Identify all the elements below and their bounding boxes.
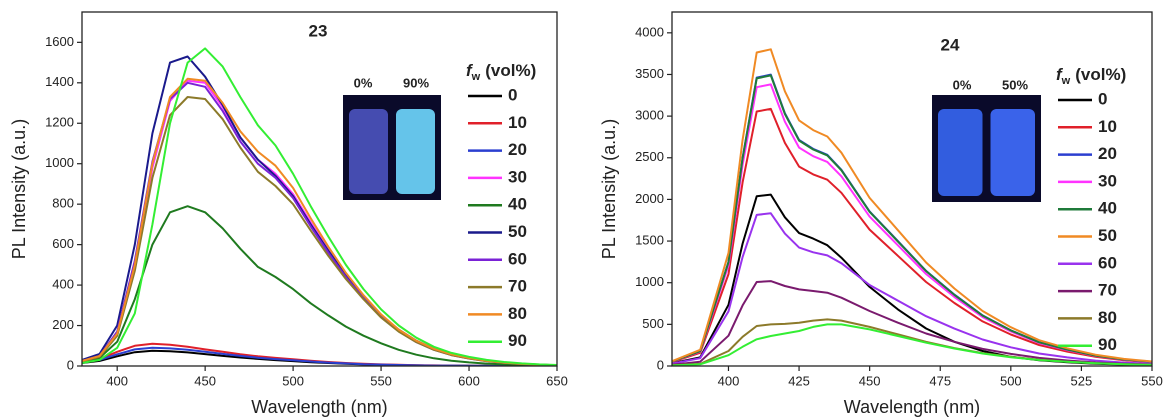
plot-area <box>672 48 1152 366</box>
y-axis-label: PL Intensity (a.u.) <box>599 119 619 259</box>
inset-label: 50% <box>1002 77 1028 92</box>
legend-label: 60 <box>508 249 527 268</box>
vial-right <box>990 109 1035 196</box>
legend-label: 80 <box>1098 308 1117 327</box>
x-tick-label: 500 <box>282 373 304 388</box>
legend-unit: (vol%) <box>1075 65 1126 84</box>
x-tick-label: 550 <box>1141 373 1163 388</box>
y-tick-label: 2000 <box>635 191 664 206</box>
y-tick-label: 600 <box>52 236 74 251</box>
inset-label: 0% <box>354 75 373 90</box>
legend-label: 30 <box>1098 171 1117 190</box>
x-axis-label: Wavelength (nm) <box>251 397 387 417</box>
legend-label: 60 <box>1098 253 1117 272</box>
plot-frame <box>81 11 558 367</box>
plot-frame <box>671 11 1153 367</box>
legend-subscript: w <box>1061 75 1071 87</box>
y-tick-label: 4000 <box>635 24 664 39</box>
series-line <box>672 323 1152 366</box>
y-tick-label: 1000 <box>45 155 74 170</box>
x-tick-label: 525 <box>1071 373 1093 388</box>
x-tick-label: 500 <box>1000 373 1022 388</box>
chart-panel: 400 425 450 475 500 525 5500500100015002000250… <box>599 11 1163 417</box>
y-axis-label: PL Intensity (a.u.) <box>9 119 29 259</box>
legend-label: 80 <box>508 304 527 323</box>
inset-label: 90% <box>403 75 429 90</box>
y-tick-label: 1400 <box>45 74 74 89</box>
chart-title: 24 <box>941 35 960 54</box>
series-line <box>672 280 1152 366</box>
vial-right <box>396 109 435 194</box>
x-tick-label: 550 <box>370 373 392 388</box>
vial-left <box>938 109 983 196</box>
series-line <box>672 212 1152 365</box>
vial-left <box>349 109 388 194</box>
y-tick-label: 800 <box>52 196 74 211</box>
x-tick-label: 475 <box>929 373 951 388</box>
x-tick-label: 400 <box>106 373 128 388</box>
legend-label: 20 <box>1098 144 1117 163</box>
legend-label: 10 <box>1098 117 1117 136</box>
legend-subscript: w <box>471 71 481 83</box>
legend-label: 70 <box>1098 281 1117 300</box>
legend-unit: (vol%) <box>485 61 536 80</box>
legend-symbol: f <box>466 61 474 80</box>
inset-label: 0% <box>953 77 972 92</box>
x-tick-label: 450 <box>194 373 216 388</box>
legend-label: 0 <box>1098 89 1107 108</box>
legend-label: 50 <box>1098 226 1117 245</box>
y-tick-label: 0 <box>67 357 74 372</box>
y-tick-label: 2500 <box>635 149 664 164</box>
legend-symbol: f <box>1056 65 1064 84</box>
y-tick-label: 400 <box>52 277 74 292</box>
series-line <box>82 47 557 366</box>
legend-label: 40 <box>1098 199 1117 218</box>
legend-label: 0 <box>508 85 517 104</box>
legend-title: fw (vol%) <box>1056 65 1126 86</box>
series-line <box>672 107 1152 364</box>
y-tick-label: 1000 <box>635 274 664 289</box>
legend-label: 90 <box>1098 335 1117 354</box>
x-tick-label: 425 <box>788 373 810 388</box>
legend-label: 70 <box>508 277 527 296</box>
series-line <box>82 205 557 366</box>
legend-label: 20 <box>508 140 527 159</box>
chart-panel: 400 450 500 550 600 6500200400600800100012001… <box>9 11 568 417</box>
plot-area <box>82 47 557 366</box>
legend-label: 30 <box>508 167 527 186</box>
legend-label: 40 <box>508 195 527 214</box>
y-tick-label: 0 <box>657 357 664 372</box>
legend-title: fw (vol%) <box>466 61 536 82</box>
y-tick-label: 1500 <box>635 232 664 247</box>
series-line <box>672 74 1152 363</box>
y-tick-label: 500 <box>642 316 664 331</box>
x-axis-label: Wavelength (nm) <box>844 397 980 417</box>
legend-label: 90 <box>508 331 527 350</box>
y-tick-label: 3000 <box>635 108 664 123</box>
x-tick-label: 600 <box>458 373 480 388</box>
legend-label: 10 <box>508 113 527 132</box>
series-line <box>82 55 557 366</box>
y-tick-label: 3500 <box>635 66 664 81</box>
legend-label: 50 <box>508 222 527 241</box>
chart-title: 23 <box>309 21 328 40</box>
y-tick-label: 200 <box>52 317 74 332</box>
series-line <box>672 48 1152 363</box>
x-tick-label: 650 <box>546 373 568 388</box>
y-tick-label: 1600 <box>45 34 74 49</box>
y-tick-label: 1200 <box>45 115 74 130</box>
x-tick-label: 450 <box>859 373 881 388</box>
x-tick-label: 400 <box>718 373 740 388</box>
